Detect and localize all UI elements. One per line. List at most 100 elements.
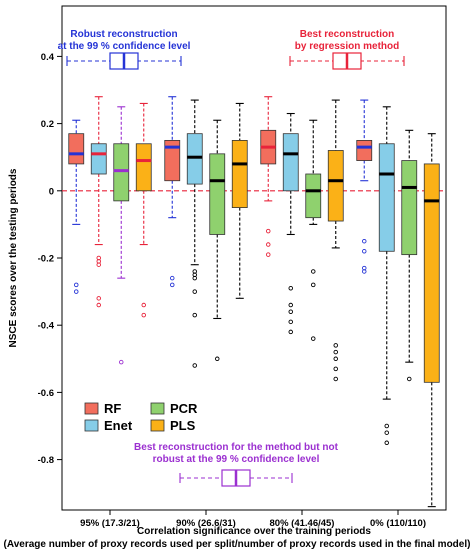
box-enet — [282, 112, 299, 335]
x-tick-label: 90% (26.6/31) — [176, 518, 236, 529]
box-pls — [231, 102, 248, 299]
box-body — [209, 153, 226, 235]
outlier-point — [192, 289, 197, 294]
box-layer — [68, 96, 440, 508]
outlier-point — [362, 238, 367, 244]
outlier-point — [169, 275, 175, 281]
x-tick-label: 0% (110/110) — [370, 518, 426, 529]
plot-frame — [61, 5, 447, 511]
best-annotation-line2: by regression method — [295, 41, 399, 52]
legend: RF Enet PCR PLS — [84, 401, 198, 433]
box-body — [282, 133, 299, 192]
outlier-point — [333, 366, 339, 372]
box-body — [186, 133, 203, 185]
y-tick-label: 0.4 — [41, 52, 55, 63]
outlier-point — [192, 312, 197, 318]
outlier-point — [266, 228, 271, 234]
outlier-point — [96, 262, 101, 267]
outlier-point — [362, 249, 367, 254]
outlier-point — [288, 285, 294, 291]
outlier-point — [96, 296, 101, 301]
outlier-point — [333, 356, 339, 362]
y-axis-label: NSCE scores over the testing periods — [8, 168, 19, 347]
outlier-point — [311, 282, 316, 288]
robust-annotation-line1: Robust reconstruction — [70, 29, 177, 40]
x-tick-label: 95% (17.3/21) — [80, 518, 140, 529]
y-tick-label: -0.4 — [38, 321, 55, 332]
box-pcr — [401, 129, 418, 382]
y-tick-label: -0.2 — [38, 254, 54, 265]
outlier-point — [333, 376, 339, 382]
box-pls — [423, 133, 440, 508]
box-body — [231, 139, 248, 208]
box-body — [423, 163, 440, 383]
outlier-point — [407, 376, 412, 382]
box-body — [378, 143, 395, 252]
outlier-point — [384, 423, 390, 429]
legend-label-pcr: PCR — [170, 401, 198, 416]
outlier-point — [288, 329, 294, 335]
box-body — [113, 143, 130, 202]
legend-swatch-pcr — [150, 402, 165, 415]
box-pls — [327, 99, 344, 382]
box-enet — [186, 99, 203, 368]
y-tick-label: -0.8 — [38, 455, 54, 466]
legend-label-pls: PLS — [170, 418, 196, 433]
outlier-point — [362, 269, 367, 274]
box-body — [164, 139, 181, 182]
outlier-point — [73, 282, 79, 288]
box-pcr — [113, 106, 130, 365]
box-body — [90, 143, 107, 175]
outlier-point — [288, 309, 294, 315]
box-rf — [68, 119, 85, 294]
box-body — [135, 143, 152, 192]
box-enet — [90, 96, 107, 308]
outlier-point — [141, 302, 146, 308]
robust-annotation-line2: at the 99 % confidence level — [58, 41, 191, 52]
outlier-point — [288, 319, 294, 325]
box-body — [305, 173, 322, 219]
box-body — [356, 139, 373, 161]
box-rf — [164, 96, 181, 288]
best_not_robust-annotation-line1: Best reconstruction for the method but n… — [134, 442, 339, 453]
outlier-point — [266, 252, 271, 257]
outlier-point — [288, 302, 294, 308]
legend-label-rf: RF — [104, 401, 121, 416]
outlier-point — [266, 242, 271, 247]
outlier-point — [192, 275, 197, 281]
plot-area — [61, 5, 447, 511]
outlier-point — [96, 302, 101, 308]
box-enet — [378, 106, 395, 446]
box-body — [68, 133, 85, 165]
y-tick-label: 0 — [49, 186, 54, 197]
outlier-point — [384, 440, 390, 446]
box-rf — [356, 99, 373, 274]
best_not_robust-annotation-line2: robust at the 99 % confidence level — [153, 454, 320, 465]
y-tick-label: -0.6 — [38, 388, 54, 399]
outlier-point — [214, 356, 220, 362]
axes: -0.8 -0.6 -0.4 -0.2 0 0.2 0.4 95% (17.3/21) 90% … — [4, 52, 471, 550]
box-pls — [135, 102, 152, 318]
best-annotation-line1: Best reconstruction — [300, 29, 394, 40]
legend-swatch-enet — [84, 419, 99, 432]
box-body — [327, 150, 344, 222]
legend-swatch-rf — [84, 402, 99, 415]
box-body — [401, 160, 418, 256]
x-axis-sublabel: (Average number of proxy records used pe… — [4, 539, 471, 550]
outlier-point — [169, 282, 175, 288]
outlier-point — [73, 289, 79, 294]
outlier-point — [311, 336, 316, 341]
outlier-point — [141, 312, 146, 318]
outlier-point — [333, 349, 339, 355]
outlier-point — [118, 359, 124, 365]
legend-label-enet: Enet — [104, 418, 133, 433]
box-pcr — [209, 119, 226, 362]
outlier-point — [311, 269, 316, 274]
outlier-point — [192, 363, 197, 368]
x-tick-label: 80% (41.46/45) — [270, 518, 335, 529]
outlier-point — [333, 343, 339, 348]
x-axis-label: Correlation significance over the traini… — [137, 526, 371, 537]
box-rf — [260, 96, 277, 257]
